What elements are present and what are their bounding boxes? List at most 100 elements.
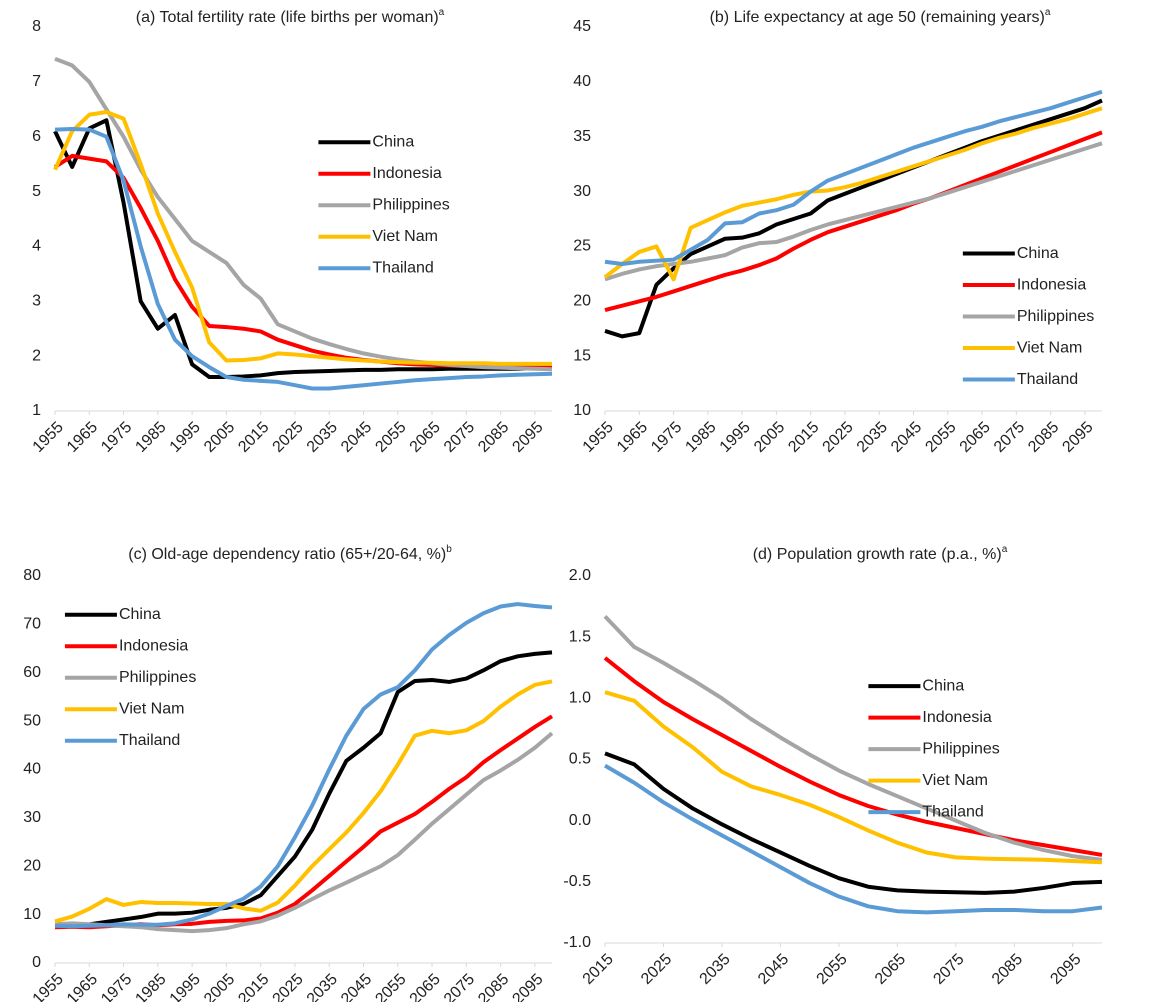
legend-label: Indonesia [372, 165, 441, 182]
y-tick-label: 8 [32, 18, 41, 35]
x-tick-label: 1995 [167, 419, 204, 456]
y-tick-label: 0.0 [569, 812, 591, 829]
chart-title: (d) Population growth rate (p.a., %)a [753, 544, 1008, 564]
x-tick-label: 2035 [854, 419, 891, 456]
x-tick-label: 2005 [201, 971, 238, 1002]
series-line [54, 679, 553, 924]
x-tick-label: 2085 [989, 951, 1026, 988]
x-tick-label: 2065 [957, 419, 994, 456]
x-tick-label: 1955 [580, 419, 617, 456]
legend-label: Thailand [922, 803, 983, 820]
series-line [604, 89, 1103, 266]
series-line [54, 731, 554, 934]
x-tick-label: 1995 [167, 971, 204, 1002]
legend-label: Thailand [1017, 371, 1078, 388]
x-tick-label: 2055 [372, 419, 409, 456]
series-line [54, 650, 553, 929]
x-tick-label: 2045 [888, 419, 925, 456]
y-tick-label: 30 [573, 183, 591, 200]
series-line [53, 118, 552, 379]
series-line [604, 141, 1103, 282]
legend-label: Indonesia [922, 709, 991, 726]
series-line [604, 751, 1103, 895]
y-tick-label: -0.5 [563, 873, 591, 890]
x-tick-label: 2035 [304, 419, 341, 456]
x-tick-label: 2045 [338, 971, 375, 1002]
legend: China Indonesia Philippines Viet Nam Thailan… [318, 133, 450, 276]
series-line [604, 98, 1103, 339]
chart-panel: (b) Life expectancy at age 50 (remaining… [573, 7, 1103, 456]
legend-label: Indonesia [1017, 276, 1086, 293]
y-tick-label: 40 [23, 761, 41, 778]
chart-title: (c) Old-age dependency ratio (65+/20-64,… [128, 544, 452, 564]
x-tick-label: 1965 [64, 971, 101, 1002]
x-tick-label: 2055 [372, 971, 409, 1002]
y-tick-label: 0.5 [569, 751, 591, 768]
y-tick-label: 70 [23, 616, 41, 633]
legend-label: Philippines [119, 669, 196, 686]
legend-label: Thailand [119, 732, 180, 749]
chart-title: (b) Life expectancy at age 50 (remaining… [710, 7, 1051, 27]
title-text: (b) Life expectancy at age 50 (remaining… [710, 9, 1045, 26]
series-line [603, 656, 1103, 857]
legend-label: Indonesia [119, 637, 188, 654]
x-tick-label: 1985 [132, 419, 169, 456]
x-tick-label: 2015 [235, 419, 272, 456]
legend-label: Viet Nam [1017, 339, 1083, 356]
legend-label: China [922, 677, 964, 694]
legend-label: Viet Nam [922, 772, 988, 789]
legend-label: China [1017, 245, 1059, 262]
x-tick-label: 2045 [755, 951, 792, 988]
series-line [53, 110, 552, 366]
legend: China Indonesia Philippines Viet Nam Thailan… [868, 677, 1000, 820]
x-tick-label: 2045 [338, 419, 375, 456]
title-superscript: a [1045, 7, 1051, 18]
x-tick-label: 2025 [270, 971, 307, 1002]
y-tick-label: 40 [573, 73, 591, 90]
y-tick-label: 10 [23, 906, 41, 923]
x-tick-label: 2005 [751, 419, 788, 456]
y-tick-label: 2 [32, 347, 41, 364]
x-tick-label: 1955 [30, 419, 67, 456]
y-tick-label: 5 [32, 183, 41, 200]
x-tick-label: 1965 [614, 419, 651, 456]
series-line [54, 56, 553, 372]
x-tick-label: 2065 [407, 419, 444, 456]
x-tick-label: 2075 [441, 971, 478, 1002]
x-tick-label: 1965 [64, 419, 101, 456]
x-tick-label: 2085 [475, 419, 512, 456]
chart-title: (a) Total fertility rate (life births pe… [136, 7, 445, 27]
y-tick-label: 15 [573, 347, 591, 364]
series-line [604, 130, 1103, 312]
y-tick-label: 10 [573, 402, 591, 419]
x-tick-label: 1975 [98, 419, 135, 456]
x-tick-label: 2025 [820, 419, 857, 456]
title-superscript: b [446, 544, 452, 555]
y-tick-label: 4 [32, 238, 41, 255]
y-tick-label: 0 [32, 954, 41, 971]
x-tick-label: 2095 [509, 971, 546, 1002]
legend-label: Thailand [372, 259, 433, 276]
series-line [603, 763, 1103, 915]
y-tick-label: 50 [23, 712, 41, 729]
y-tick-label: 25 [573, 238, 591, 255]
y-tick-label: 7 [32, 73, 41, 90]
series-line [603, 106, 1103, 282]
x-tick-label: 2075 [991, 419, 1028, 456]
x-tick-label: 2015 [785, 419, 822, 456]
legend-label: China [372, 133, 414, 150]
title-superscript: a [1002, 544, 1008, 555]
x-tick-label: 2035 [697, 951, 734, 988]
title-text: (a) Total fertility rate (life births pe… [136, 9, 439, 26]
x-tick-label: 2025 [270, 419, 307, 456]
x-tick-label: 1985 [682, 419, 719, 456]
x-tick-label: 2075 [930, 951, 967, 988]
y-tick-label: 2.0 [569, 567, 591, 584]
title-superscript: a [439, 7, 445, 18]
title-text: (d) Population growth rate (p.a., %) [753, 546, 1002, 563]
y-tick-label: 35 [573, 128, 591, 145]
y-tick-label: 1.0 [569, 690, 591, 707]
x-tick-label: 2025 [638, 951, 675, 988]
y-tick-label: 6 [32, 128, 41, 145]
y-tick-label: 80 [23, 567, 41, 584]
